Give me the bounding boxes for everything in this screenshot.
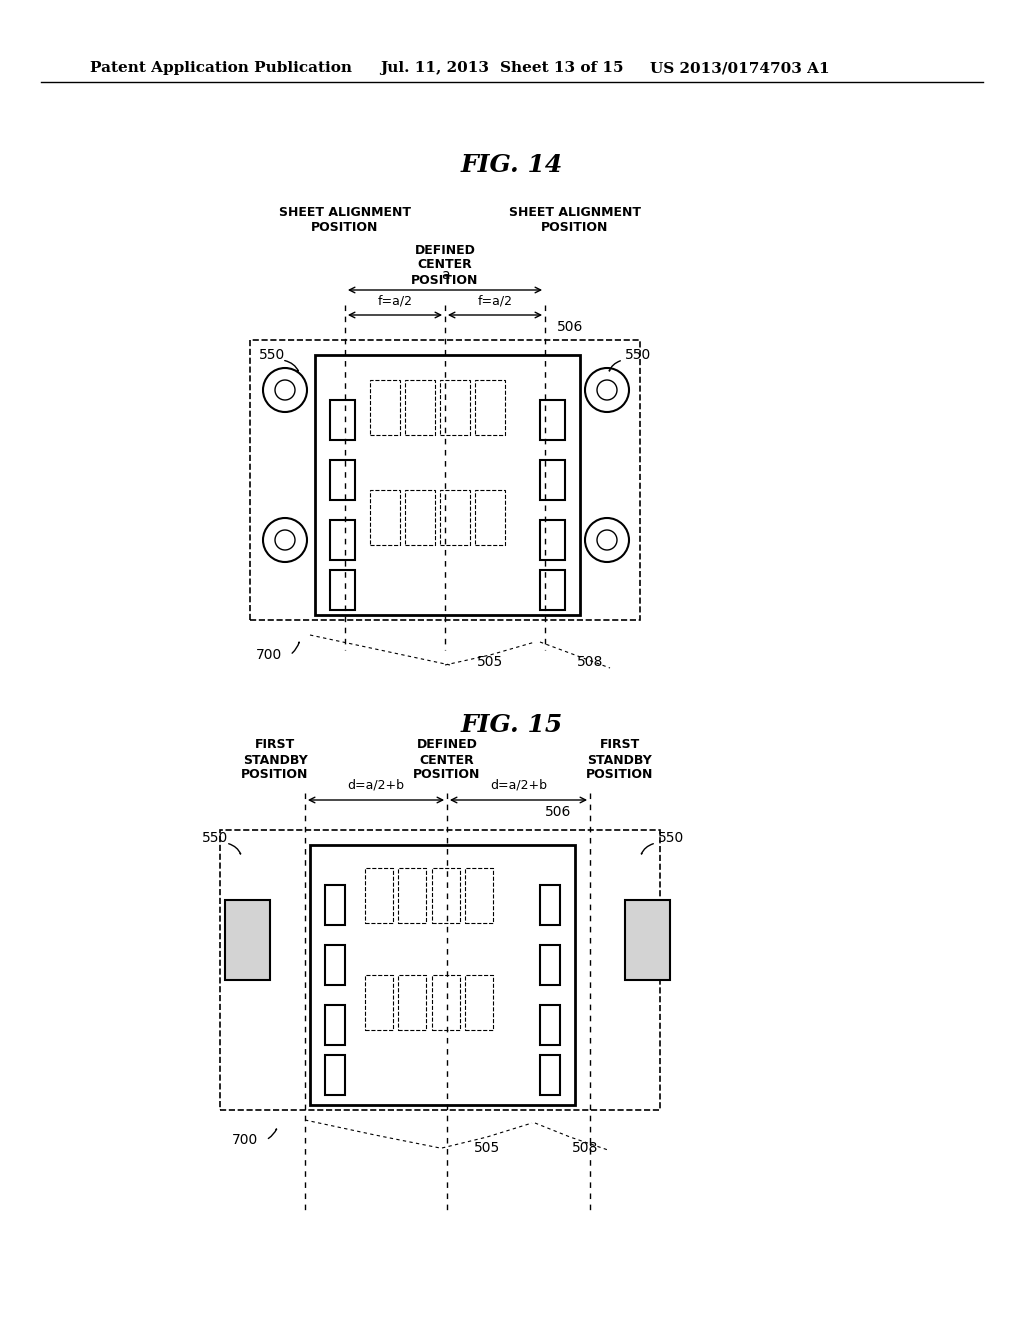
Text: 505: 505 (477, 655, 503, 669)
FancyArrowPatch shape (228, 843, 241, 854)
Bar (330, 400, 355, 440)
Text: DEFINED
CENTER
POSITION: DEFINED CENTER POSITION (412, 243, 478, 286)
Bar (465, 869, 493, 923)
Text: Patent Application Publication: Patent Application Publication (90, 61, 352, 75)
Bar (540, 400, 565, 440)
FancyBboxPatch shape (310, 845, 575, 1105)
Text: FIG. 14: FIG. 14 (461, 153, 563, 177)
Bar (540, 459, 565, 500)
Text: SHEET ALIGNMENT
POSITION: SHEET ALIGNMENT POSITION (279, 206, 411, 234)
Bar (398, 975, 426, 1030)
Bar (406, 490, 435, 545)
Bar (330, 520, 355, 560)
Bar (325, 1055, 345, 1096)
Text: 550: 550 (259, 348, 285, 362)
FancyArrowPatch shape (609, 360, 621, 371)
Bar (370, 490, 400, 545)
Bar (465, 975, 493, 1030)
FancyBboxPatch shape (250, 341, 640, 620)
Text: FIRST
STANDBY
POSITION: FIRST STANDBY POSITION (587, 738, 653, 781)
Text: 550: 550 (658, 832, 684, 845)
Bar (406, 380, 435, 436)
Text: 505: 505 (474, 1140, 500, 1155)
Text: d=a/2+b: d=a/2+b (347, 779, 404, 792)
Text: 550: 550 (625, 348, 651, 362)
Bar (540, 1055, 560, 1096)
Bar (540, 520, 565, 560)
Bar (540, 884, 560, 925)
FancyArrowPatch shape (285, 360, 298, 371)
Text: 506: 506 (557, 319, 584, 334)
Bar (325, 884, 345, 925)
FancyArrowPatch shape (641, 843, 653, 854)
Bar (225, 900, 270, 979)
Text: FIG. 15: FIG. 15 (461, 713, 563, 737)
Bar (398, 869, 426, 923)
Text: 700: 700 (256, 648, 282, 663)
Text: 508: 508 (571, 1140, 598, 1155)
Text: 700: 700 (231, 1133, 258, 1147)
FancyBboxPatch shape (220, 830, 660, 1110)
Text: 508: 508 (577, 655, 603, 669)
Bar (540, 945, 560, 985)
Text: 550: 550 (202, 832, 228, 845)
Bar (432, 975, 460, 1030)
Bar (330, 459, 355, 500)
Text: f=a/2: f=a/2 (477, 294, 512, 308)
Bar (540, 1005, 560, 1045)
FancyBboxPatch shape (315, 355, 580, 615)
Bar (440, 380, 470, 436)
Bar (540, 570, 565, 610)
Text: f=a/2: f=a/2 (378, 294, 413, 308)
Bar (440, 490, 470, 545)
Bar (475, 490, 505, 545)
Text: SHEET ALIGNMENT
POSITION: SHEET ALIGNMENT POSITION (509, 206, 641, 234)
Text: US 2013/0174703 A1: US 2013/0174703 A1 (650, 61, 829, 75)
Bar (475, 380, 505, 436)
Bar (365, 869, 393, 923)
Bar (370, 380, 400, 436)
Bar (330, 570, 355, 610)
Text: d=a/2+b: d=a/2+b (490, 779, 547, 792)
FancyArrowPatch shape (292, 643, 299, 653)
FancyArrowPatch shape (268, 1129, 276, 1139)
Text: DEFINED
CENTER
POSITION: DEFINED CENTER POSITION (414, 738, 480, 781)
Bar (325, 945, 345, 985)
Bar (432, 869, 460, 923)
Text: Jul. 11, 2013: Jul. 11, 2013 (380, 61, 489, 75)
Text: FIRST
STANDBY
POSITION: FIRST STANDBY POSITION (242, 738, 308, 781)
Bar (365, 975, 393, 1030)
Text: 506: 506 (545, 805, 571, 818)
Bar (625, 900, 670, 979)
Text: a: a (440, 268, 450, 282)
Bar (325, 1005, 345, 1045)
Text: Sheet 13 of 15: Sheet 13 of 15 (500, 61, 624, 75)
